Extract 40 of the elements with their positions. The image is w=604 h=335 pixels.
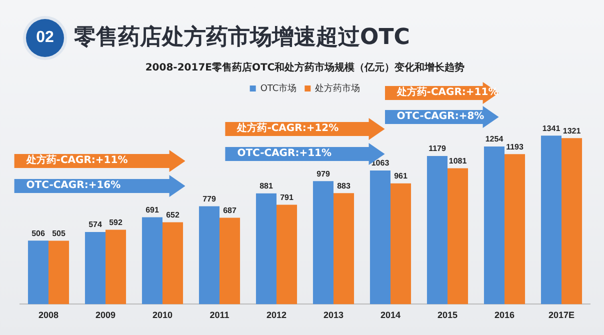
x-tick-label: 2015: [437, 310, 458, 320]
x-tick-label: 2012: [266, 310, 287, 320]
badge-circle: 02: [26, 19, 64, 57]
data-label: 979: [316, 169, 330, 178]
data-label: 883: [337, 181, 351, 190]
x-tick-label: 2013: [323, 310, 344, 320]
text: 处方药-CAGR:+12%: [237, 121, 339, 136]
text: 处方药-CAGR:+11%: [396, 85, 498, 100]
x-tick-label: 2017E: [548, 310, 575, 320]
data-label: 505: [52, 228, 66, 238]
x-tick-label: 2014: [380, 310, 401, 320]
data-label: 592: [109, 218, 123, 227]
annotation: OTC-CAGR:+11%: [237, 147, 332, 161]
data-label: 1193: [506, 142, 524, 152]
data-label: 1081: [448, 156, 468, 166]
data-label: 652: [166, 210, 180, 220]
data-label: 506: [32, 228, 46, 238]
data-label: 1321: [562, 126, 582, 136]
chart-subtitle: 2008-2017E零售药店OTC和处方药市场规模（亿元）变化和增长趋势: [145, 62, 465, 74]
data-label: 779: [202, 194, 216, 204]
chart-title: 零售药店处方药市场增速超过OTC: [74, 24, 410, 52]
legend-label: OTC市场: [260, 82, 297, 94]
data-label: 961: [394, 172, 408, 181]
data-label: 791: [280, 192, 294, 202]
data-label: 1179: [428, 144, 446, 154]
x-tick-label: 2016: [494, 310, 515, 320]
data-label: 691: [146, 206, 160, 215]
annotation: 处方药-CAGR:+11%: [26, 153, 128, 168]
data-label: 1254: [485, 134, 504, 144]
data-label: 1341: [542, 124, 561, 133]
annotation: OTC-CAGR:+16%: [26, 179, 121, 193]
x-tick-label: 2009: [95, 310, 116, 320]
text: OTC-CAGR:+8%: [396, 110, 484, 124]
x-tick-label: 2008: [38, 310, 59, 320]
x-tick-label: 2011: [210, 310, 230, 320]
data-label: 687: [223, 206, 237, 216]
legend-label: 处方药市场: [315, 82, 360, 94]
x-tick-label: 2010: [152, 310, 173, 320]
data-label: 574: [88, 220, 102, 230]
data-label: 881: [260, 182, 274, 191]
